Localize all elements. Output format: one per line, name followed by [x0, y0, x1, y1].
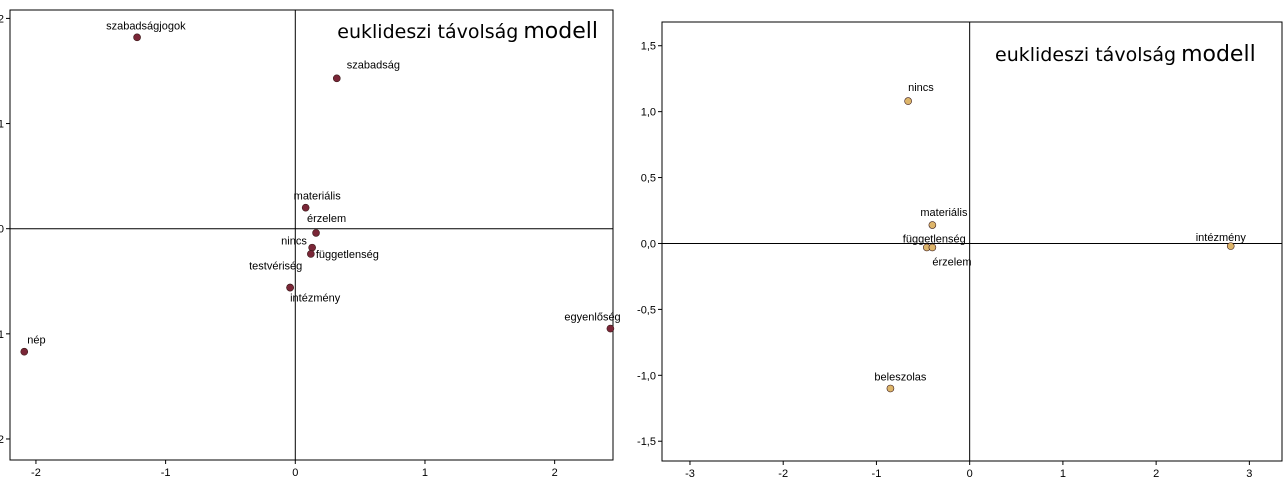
- left-chart-title: euklideszi távolság modell: [337, 19, 598, 44]
- right-y-tick-label: 1,0: [641, 107, 656, 119]
- right-point-intezmeny: [1226, 242, 1235, 250]
- left-y-axis: -2 -1 0 1 2: [0, 13, 10, 446]
- left-reference-lines: [10, 10, 613, 460]
- left-x-tick-label: -2: [31, 467, 41, 479]
- right-y-tick-label: 0,5: [641, 173, 656, 185]
- left-x-axis: -2 -1 0 1 2: [31, 460, 558, 479]
- left-y-tick-label: -1: [0, 329, 4, 341]
- left-point-label-materialis: materiális: [294, 191, 342, 203]
- left-scatter-chart: -2 -1 0 1 2 -2 -1 0 1 2 szabadságjogok szabadság m…: [0, 9, 621, 479]
- left-point-intezmeny: [286, 283, 294, 292]
- left-point-label-nep: nép: [27, 335, 45, 347]
- left-point-label-intezmeny: intézmény: [290, 293, 341, 305]
- right-points: nincs materiális függetlenség érzelem intézm…: [874, 82, 1247, 393]
- left-point-label-erzelem: érzelem: [307, 213, 346, 225]
- right-point-beleszolas: [886, 384, 895, 393]
- left-point-label-egyenloseg: egyenlőség: [564, 312, 620, 324]
- right-point-label-nincs: nincs: [908, 82, 934, 94]
- right-point-label-beleszolas: beleszolas: [874, 371, 926, 383]
- right-x-axis: -3 -2 -1 0 1 2 3: [685, 461, 1252, 480]
- left-x-tick-label: 1: [422, 467, 428, 479]
- left-points: szabadságjogok szabadság materiális érzelem…: [20, 20, 621, 356]
- right-point-label-materialis: materiális: [920, 207, 968, 219]
- left-point-label-nincs: nincs: [281, 236, 307, 248]
- right-scatter-chart: -3 -2 -1 0 1 2 3 -1,5 -1,0 -0,5 0,0 0,5 1,0 1,5 ninc…: [637, 21, 1283, 480]
- right-y-axis: -1,5 -1,0 -0,5 0,0 0,5 1,0 1,5: [637, 41, 662, 448]
- right-x-tick-label: 2: [1153, 468, 1159, 480]
- right-chart-title: euklideszi távolság modell: [995, 42, 1256, 67]
- right-x-tick-label: 1: [1060, 468, 1066, 480]
- left-y-tick-label: 2: [0, 13, 4, 25]
- right-reference-lines: [662, 22, 1282, 461]
- right-point-nincs: [904, 97, 912, 105]
- right-plot-frame: [661, 21, 1283, 462]
- left-point-erzelem: [312, 229, 320, 237]
- left-plot-frame: [9, 9, 614, 461]
- left-point-nep: [20, 347, 29, 356]
- right-x-tick-label: 3: [1246, 468, 1252, 480]
- right-x-tick-label: 0: [967, 468, 973, 480]
- right-y-tick-label: -0,5: [637, 304, 656, 316]
- left-point-label-szabadsagjogok: szabadságjogok: [106, 20, 186, 32]
- right-y-tick-label: -1,5: [637, 436, 656, 448]
- right-point-materialis: [928, 221, 937, 229]
- left-x-tick-label: 2: [552, 467, 558, 479]
- right-point-label-intezmeny: intézmény: [1196, 232, 1247, 244]
- right-x-tick-label: -1: [872, 468, 882, 480]
- left-y-tick-label: 1: [0, 119, 4, 131]
- right-x-tick-label: -2: [778, 468, 788, 480]
- right-point-label-erzelem: érzelem: [932, 256, 971, 268]
- right-y-tick-label: -1,0: [637, 370, 656, 382]
- right-point-label-fuggetlenseg: függetlenség: [903, 233, 966, 245]
- left-y-tick-label: -2: [0, 434, 4, 446]
- left-point-fuggetlenseg: [307, 250, 315, 258]
- left-point-egyenloseg: [606, 324, 615, 333]
- left-point-materialis: [301, 203, 310, 212]
- left-y-tick-label: 0: [0, 224, 4, 236]
- left-point-szabadsagjogok: [133, 33, 141, 42]
- left-point-label-fuggetlenseg: függetlenség: [316, 249, 379, 261]
- right-y-tick-label: 1,5: [641, 41, 656, 53]
- left-point-label-szabadsag: szabadság: [347, 59, 400, 71]
- right-point-erzelem: [928, 243, 937, 252]
- left-point-nincs: [308, 243, 316, 252]
- left-x-tick-label: -1: [161, 467, 171, 479]
- left-x-tick-label: 0: [292, 467, 298, 479]
- left-point-szabadsag: [332, 74, 341, 83]
- left-point-label-testveriseg: testvériség: [249, 261, 302, 273]
- right-x-tick-label: -3: [685, 468, 695, 480]
- right-y-tick-label: 0,0: [641, 238, 656, 250]
